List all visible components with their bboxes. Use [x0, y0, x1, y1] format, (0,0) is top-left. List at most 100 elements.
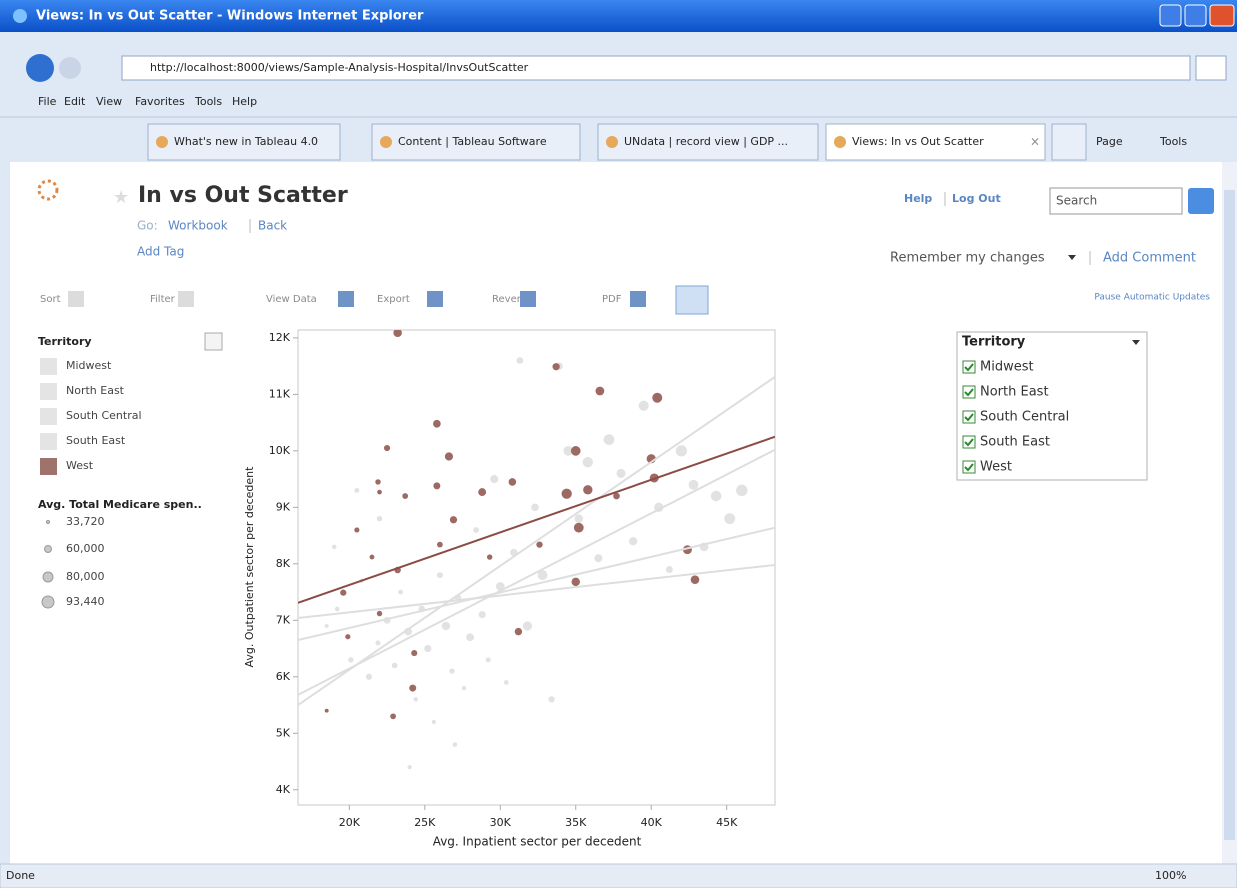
data-point [461, 685, 467, 691]
data-point [514, 627, 523, 636]
toolbar-icon[interactable] [338, 291, 354, 307]
tab-icon [606, 136, 618, 148]
status-text: Done [6, 869, 35, 882]
quick-filter: Territory Midwest North East South Central S… [962, 335, 1140, 475]
checkbox[interactable] [962, 410, 976, 424]
legend-label[interactable]: Midwest [66, 359, 112, 372]
forward-button[interactable] [59, 57, 81, 79]
favorite-star[interactable]: ★ [113, 187, 129, 208]
title-bar [0, 0, 1237, 32]
search-go[interactable] [1188, 188, 1214, 214]
checkbox[interactable] [962, 385, 976, 399]
data-point [485, 657, 491, 663]
maximize-button[interactable] [1184, 4, 1207, 27]
toolbar-label[interactable]: Export [377, 294, 410, 305]
toolbar-label[interactable]: PDF [602, 294, 622, 305]
toolbar-label[interactable]: Revert [492, 294, 525, 305]
toolbar-icon[interactable] [68, 291, 84, 307]
legend-title: Territory [38, 335, 92, 348]
checkbox[interactable] [962, 460, 976, 474]
address-bar[interactable] [121, 55, 1191, 81]
view-toolbar: Sort Filter View Data Export Revert PDF [40, 291, 646, 307]
data-point [486, 554, 493, 560]
legend-swatch[interactable] [40, 458, 57, 475]
legend-swatch[interactable] [40, 383, 57, 400]
toolbar-icon[interactable] [630, 291, 646, 307]
new-tab[interactable] [1051, 123, 1087, 161]
workbook-link[interactable]: Workbook [168, 219, 228, 233]
command-button[interactable]: Tools [1159, 135, 1187, 148]
tab-bar: What's new in Tableau 4.0 Content | Table… [147, 123, 1187, 161]
legend-label[interactable]: West [66, 459, 94, 472]
data-point [376, 610, 383, 617]
menu-item[interactable]: Help [232, 95, 257, 108]
back-button[interactable] [26, 54, 54, 82]
check [964, 463, 974, 472]
size-swatch [46, 520, 50, 524]
menu-item[interactable]: Tools [194, 95, 222, 108]
pause-updates[interactable]: Pause Automatic Updates [1094, 293, 1210, 303]
data-point [369, 554, 375, 560]
back-link[interactable]: Back [258, 219, 287, 233]
remember-changes[interactable]: Remember my changes [890, 251, 1045, 266]
select-tool[interactable] [675, 285, 709, 315]
search-button[interactable] [1195, 55, 1227, 81]
filter-item[interactable]: Midwest [980, 360, 1034, 375]
x-axis-title: Avg. Inpatient sector per decedent [433, 835, 642, 849]
menu-item[interactable]: Favorites [135, 95, 185, 108]
data-point [407, 765, 412, 770]
trend-line [298, 376, 775, 706]
checkbox[interactable] [962, 435, 976, 449]
checkbox[interactable] [962, 360, 976, 374]
data-point [537, 570, 548, 581]
data-point [433, 419, 441, 428]
filter-item[interactable]: West [980, 460, 1012, 475]
help-link[interactable]: Help [904, 192, 932, 205]
legend-label[interactable]: North East [66, 384, 125, 397]
menu-item[interactable]: File [38, 95, 57, 108]
legend-label[interactable]: South Central [66, 409, 142, 422]
tab[interactable] [147, 123, 341, 161]
toolbar-label[interactable]: Filter [150, 294, 176, 305]
toolbar-icon[interactable] [427, 291, 443, 307]
y-axis-title: Avg. Outpatient sector per decedent [243, 466, 256, 668]
edit-colors[interactable] [204, 332, 223, 351]
data-point [331, 544, 337, 550]
data-point [603, 434, 615, 445]
filter-item[interactable]: South Central [980, 410, 1069, 425]
tab[interactable] [597, 123, 819, 161]
data-point [398, 589, 404, 595]
ie-icon [13, 9, 27, 23]
add-comment-link[interactable]: Add Comment [1103, 251, 1196, 266]
filter-item[interactable]: South East [980, 435, 1050, 450]
toolbar-icon[interactable] [520, 291, 536, 307]
command-button[interactable]: Page [1096, 135, 1123, 148]
filter-item[interactable]: North East [980, 385, 1049, 400]
tab-label: Views: In vs Out Scatter [852, 135, 984, 148]
menu-item[interactable]: View [96, 95, 122, 108]
close-button[interactable] [1209, 4, 1235, 27]
y-tick-label: 8K [276, 557, 291, 570]
axes: 20K 25K 30K 35K 40K 45K 4K 5K 6K 7K 8K 9K 10K 11K 12K [269, 331, 738, 829]
toolbar-label[interactable]: View Data [266, 294, 317, 305]
toolbar-label[interactable]: Sort [40, 294, 61, 305]
legend-swatch[interactable] [40, 408, 57, 425]
scroll-thumb[interactable] [1224, 190, 1235, 840]
tab[interactable] [371, 123, 581, 161]
minimize-button[interactable] [1159, 4, 1182, 27]
toolbar-icon[interactable] [178, 291, 194, 307]
data-point [466, 633, 475, 642]
legend-label[interactable]: South East [66, 434, 126, 447]
legend-swatch[interactable] [40, 433, 57, 450]
add-tag-link[interactable]: Add Tag [137, 245, 184, 259]
filter-menu[interactable] [1132, 340, 1140, 345]
menu-item[interactable]: Edit [64, 95, 86, 108]
logout-link[interactable]: Log Out [952, 192, 1001, 205]
data-point [324, 623, 329, 628]
tab[interactable] [825, 123, 1046, 161]
size-swatch [44, 545, 52, 553]
legend-swatch[interactable] [40, 358, 57, 375]
search-box[interactable] [1049, 187, 1183, 215]
zoom-level[interactable]: 100% [1155, 869, 1186, 882]
